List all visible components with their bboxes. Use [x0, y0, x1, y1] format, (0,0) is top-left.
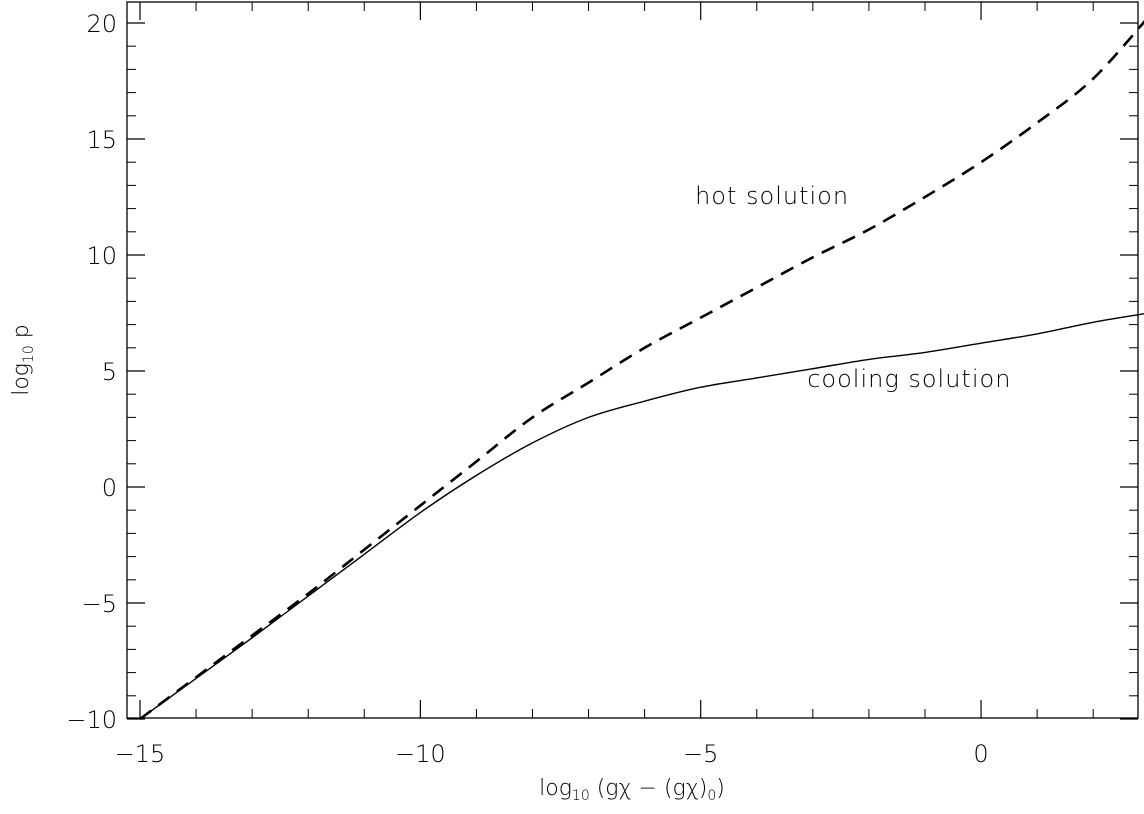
x-axis-title: log10 (gχ − (gχ)0): [539, 776, 725, 804]
series-line-solid: [139, 313, 1144, 720]
x-tick-label: −10: [395, 740, 446, 768]
annotation-label: hot solution: [695, 182, 849, 210]
annotation-label: cooling solution: [807, 365, 1011, 393]
y-tick-label: 20: [86, 10, 117, 38]
y-tick-label: 5: [102, 358, 117, 386]
data-series: [139, 20, 1144, 721]
x-tick-label: −5: [683, 740, 718, 768]
y-tick-label: 10: [86, 242, 117, 270]
x-tick-label: −15: [115, 740, 166, 768]
y-tick-label: 15: [86, 126, 117, 154]
plot-frame: [126, 1, 1139, 719]
tick-marks: [127, 2, 1138, 720]
tick-labels: −15 −10 −5 0 −10 −5 0 5 10 15 20: [66, 10, 988, 768]
y-tick-label: 0: [102, 474, 117, 502]
y-tick-label: −10: [66, 706, 117, 734]
annotations: hot solution cooling solution: [695, 182, 1011, 393]
x-tick-label: 0: [973, 740, 988, 768]
y-axis-title: log10 p: [9, 324, 37, 396]
y-tick-label: −5: [82, 590, 117, 618]
series-line-dashed: [139, 20, 1144, 721]
